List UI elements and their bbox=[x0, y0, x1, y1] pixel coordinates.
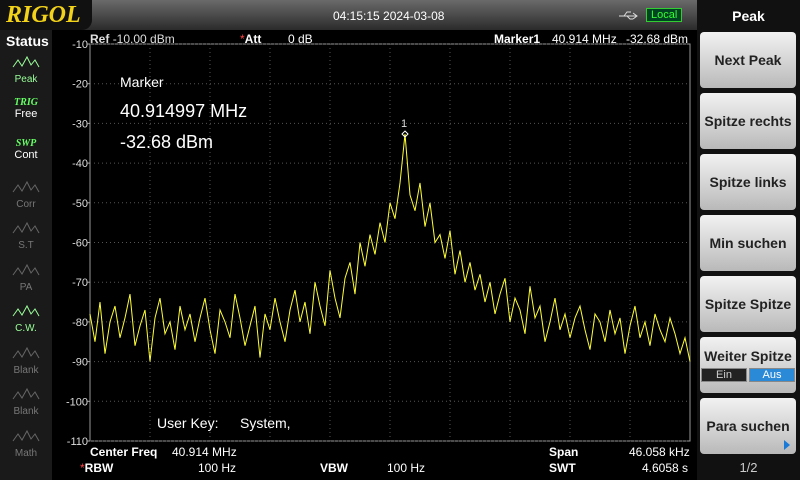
status-item-label: Blank bbox=[13, 364, 39, 376]
status-item: SWP Cont bbox=[4, 138, 48, 176]
marker-freq: 40.914 MHz bbox=[552, 32, 617, 46]
y-tick-label: -80 bbox=[72, 317, 88, 329]
status-item: Peak bbox=[4, 55, 48, 93]
user-key-label: User Key: bbox=[157, 415, 219, 431]
status-icon bbox=[12, 346, 40, 358]
status-item: Blank bbox=[4, 346, 48, 384]
y-tick-label: -70 bbox=[72, 277, 88, 289]
span-label: Span bbox=[549, 445, 579, 459]
swt-value: 4.6058 s bbox=[642, 461, 689, 475]
marker-label: Marker1 bbox=[494, 32, 541, 46]
softkey[interactable]: Spitze Spitze bbox=[700, 276, 796, 332]
swt-label: SWT bbox=[549, 461, 576, 475]
softkey[interactable]: Next Peak bbox=[700, 32, 796, 88]
att: *Att bbox=[240, 32, 262, 46]
status-panel: Status Peak TRIG Free SWP Cont Corr S.T PA C.W. B… bbox=[0, 30, 52, 480]
softkey[interactable]: Para suchen bbox=[700, 398, 796, 454]
toggle-option[interactable]: Ein bbox=[701, 368, 747, 382]
vbw-value: 100 Hz bbox=[387, 461, 426, 475]
marker-box-freq: 40.914997 MHz bbox=[120, 101, 248, 121]
rbw: *RBW bbox=[80, 461, 114, 475]
rbw-label: RBW bbox=[84, 461, 114, 475]
y-tick-label: -90 bbox=[72, 357, 88, 369]
softkey[interactable]: Spitze rechts bbox=[700, 93, 796, 149]
softkey[interactable]: Spitze links bbox=[700, 154, 796, 210]
att-value: 0 dB bbox=[288, 32, 313, 46]
status-icon bbox=[12, 304, 40, 317]
marker-box-title: Marker bbox=[120, 74, 164, 90]
status-title: Status bbox=[6, 33, 49, 49]
remote-indicator: Local bbox=[646, 8, 683, 22]
vbw-label: VBW bbox=[320, 461, 348, 475]
status-item: Math bbox=[4, 429, 48, 467]
marker-level: -32.68 dBm bbox=[626, 32, 689, 46]
user-key-value: System, bbox=[240, 415, 291, 431]
status-icon bbox=[12, 180, 40, 192]
status-item: C.W. bbox=[4, 304, 48, 342]
status-item-label: C.W. bbox=[15, 323, 37, 334]
ref-label: Ref -10.00 dBm bbox=[90, 32, 175, 46]
toggle-label: Weiter Spitze bbox=[704, 348, 792, 364]
status-icon bbox=[12, 429, 40, 441]
span-value: 46.058 kHz bbox=[629, 445, 690, 459]
y-tick-label: -20 bbox=[72, 79, 88, 91]
center-label: Center Freq bbox=[90, 445, 158, 459]
datetime: 04:15:15 2024-03-08 bbox=[333, 9, 445, 23]
att-label: Att bbox=[244, 32, 262, 46]
softkey-menu: Peak Next Peak Spitze rechts Spitze links M… bbox=[697, 0, 800, 480]
status-item-label: PA bbox=[19, 281, 33, 293]
peak-marker bbox=[401, 130, 409, 138]
y-tick-label: -30 bbox=[72, 118, 88, 130]
status-item: Corr bbox=[4, 180, 48, 218]
more-arrow bbox=[784, 440, 790, 450]
marker-number: 1 bbox=[401, 118, 407, 130]
status-item-label: Blank bbox=[13, 406, 39, 417]
y-tick-label: -10 bbox=[72, 39, 88, 51]
ref-label-text: Ref bbox=[90, 32, 110, 46]
status-item-label: Peak bbox=[14, 74, 38, 85]
status-item-label: Free bbox=[14, 107, 38, 120]
top-bar: 04:15:15 2024-03-08 Local bbox=[0, 0, 697, 30]
y-tick-label: -50 bbox=[72, 198, 88, 210]
menu-title: Peak bbox=[732, 8, 765, 24]
status-item-tag: TRIG bbox=[14, 96, 38, 108]
toggle-option[interactable]: Aus bbox=[749, 368, 795, 382]
status-icon bbox=[12, 55, 40, 68]
y-tick-label: -100 bbox=[66, 396, 88, 408]
y-tick-label: -40 bbox=[72, 158, 88, 170]
softkey[interactable]: Min suchen bbox=[700, 215, 796, 271]
brand-logo: RIGOL bbox=[0, 0, 92, 30]
status-item: Blank bbox=[4, 387, 48, 425]
status-item-label: S.T bbox=[18, 240, 34, 251]
usb-icon bbox=[619, 11, 638, 20]
status-item-label: Cont bbox=[14, 149, 38, 161]
status-item: S.T bbox=[4, 221, 48, 259]
status-item-label: Corr bbox=[16, 198, 36, 210]
status-item-label: Math bbox=[14, 447, 38, 459]
status-icon bbox=[12, 263, 40, 275]
y-tick-label: -60 bbox=[72, 238, 88, 250]
spectrum-chart: -10 -20 -30 -40 -50 -60 -70 -80 -90 -100 -110 1 bbox=[66, 39, 691, 448]
status-item: TRIG Free bbox=[4, 97, 48, 135]
status-icon bbox=[12, 221, 40, 234]
menu-page: 1/2 bbox=[739, 460, 758, 475]
status-item: PA bbox=[4, 263, 48, 301]
ref-value: -10.00 dBm bbox=[112, 32, 175, 46]
status-icon bbox=[12, 387, 40, 400]
trace bbox=[89, 133, 691, 362]
rbw-value: 100 Hz bbox=[198, 461, 237, 475]
y-tick-label: -110 bbox=[67, 436, 88, 448]
marker-box-level: -32.68 dBm bbox=[120, 132, 214, 152]
softkey-toggle[interactable]: Weiter Spitze Ein Aus bbox=[700, 337, 796, 393]
center-value: 40.914 MHz bbox=[172, 445, 237, 459]
toggle-options: Ein Aus bbox=[701, 368, 795, 382]
status-item-tag: SWP bbox=[15, 138, 37, 149]
